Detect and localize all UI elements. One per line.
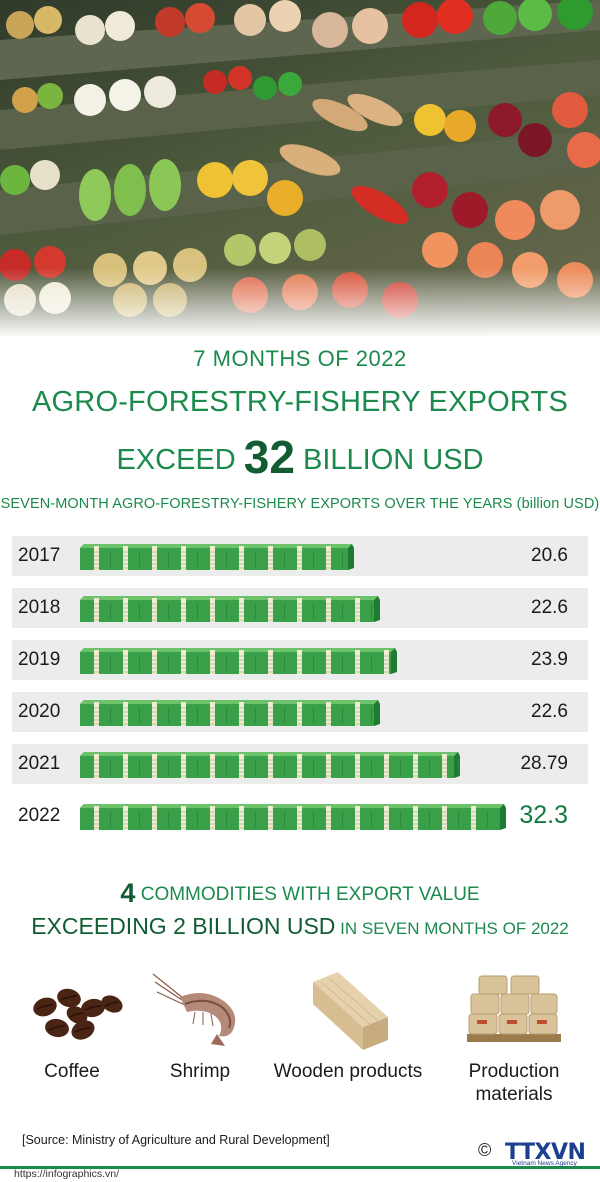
commodities-line2-main: EXCEEDING 2 BILLION USD	[31, 913, 336, 939]
chart-unit: (billion USD)	[516, 496, 600, 512]
data-label-2019: 23.9	[531, 649, 568, 670]
commodity-shrimp: Shrimp	[140, 962, 260, 1083]
commodities-line1: COMMODITIES WITH EXPORT VALUE	[135, 884, 480, 905]
shrimp-icon	[152, 973, 236, 1046]
data-label-2020: 22.6	[531, 701, 568, 722]
title2-suffix: BILLION USD	[294, 444, 484, 476]
tick-label-2021: 2021	[18, 753, 61, 774]
hero-fade-overlay	[0, 268, 600, 338]
bar-2020	[80, 700, 380, 726]
chart-row-2020: 2020 22.6	[12, 692, 588, 732]
page-title: AGRO-FORESTRY-FISHERY EXPORTS	[32, 386, 568, 418]
source-note: [Source: Ministry of Agriculture and Rur…	[22, 1133, 330, 1147]
data-label-2018: 22.6	[531, 597, 568, 618]
commodity-label-coffee: Coffee	[44, 1061, 100, 1082]
commodity-label-shrimp: Shrimp	[169, 1061, 231, 1082]
chart-row-2017: 2017 20.6	[12, 536, 588, 576]
tick-label-2018: 2018	[18, 597, 61, 618]
footer-divider	[0, 1166, 600, 1169]
commodities-subheading: EXCEEDING 2 BILLION USD IN SEVEN MONTHS …	[0, 913, 600, 940]
chart-row-2022: 2022 32.3	[12, 796, 588, 836]
chart-row-2018: 2018 22.6	[12, 588, 588, 628]
commodity-label-materials: Production materials	[446, 1060, 582, 1106]
commodity-label-materials-line2: materials	[475, 1084, 553, 1105]
data-label-2017: 20.6	[531, 545, 568, 566]
tick-label-2020: 2020	[18, 701, 61, 722]
chart-row-2019: 2019 23.9	[12, 640, 588, 680]
data-label-2022: 32.3	[519, 801, 568, 829]
coffee-beans-icon	[33, 988, 123, 1040]
chart-title: SEVEN-MONTH AGRO-FORESTRY-FISHERY EXPORT…	[0, 496, 600, 512]
commodity-label-materials-line1: Production	[468, 1061, 560, 1082]
wooden-plank-icon	[313, 972, 388, 1050]
commodities-heading: 4 COMMODITIES WITH EXPORT VALUE	[0, 878, 600, 909]
commodity-coffee: Coffee	[12, 962, 132, 1083]
copyright-icon: ©	[478, 1140, 492, 1160]
brand-subtitle: Vietnam News Agency	[512, 1160, 577, 1167]
data-label-2021: 28.79	[520, 753, 568, 774]
site-url[interactable]: https://infographics.vn/	[14, 1168, 120, 1180]
title2-prefix: EXCEED	[116, 444, 244, 476]
commodity-label-wooden: Wooden products	[273, 1061, 423, 1082]
produce-row-2	[12, 66, 600, 168]
kicker-heading: 7 MONTHS OF 2022	[193, 346, 407, 371]
commodities-count: 4	[120, 878, 136, 908]
bar-2019	[80, 648, 397, 674]
bar-2017	[80, 544, 354, 570]
brand-logo-text: TTXVN	[505, 1140, 586, 1165]
bar-2021	[80, 752, 460, 778]
tick-label-2019: 2019	[18, 649, 61, 670]
commodities-line2-small: IN SEVEN MONTHS OF 2022	[335, 919, 569, 938]
tick-label-2017: 2017	[18, 545, 61, 566]
exports-bar-chart: 2017 20.6 2018 22.6 2019 23.9 2020 22.6 2021 28.7…	[0, 528, 600, 848]
bar-2022	[80, 804, 506, 830]
tick-label-2022: 2022	[18, 805, 61, 826]
chart-row-2021: 2021 28.79	[12, 744, 588, 784]
commodity-wooden-products: Wooden products	[262, 962, 434, 1083]
title2-number: 32	[243, 431, 295, 483]
produce-row-top	[6, 0, 593, 48]
cement-sacks-icon	[467, 975, 561, 1042]
page-title-line2: EXCEED 32 BILLION USD	[0, 430, 600, 484]
chart-title-text: SEVEN-MONTH AGRO-FORESTRY-FISHERY EXPORT…	[0, 496, 513, 512]
hero-vegetables-photo	[0, 0, 600, 338]
bar-2018	[80, 596, 380, 622]
produce-row-3	[0, 144, 580, 240]
commodity-production-materials: Production materials	[446, 962, 582, 1106]
